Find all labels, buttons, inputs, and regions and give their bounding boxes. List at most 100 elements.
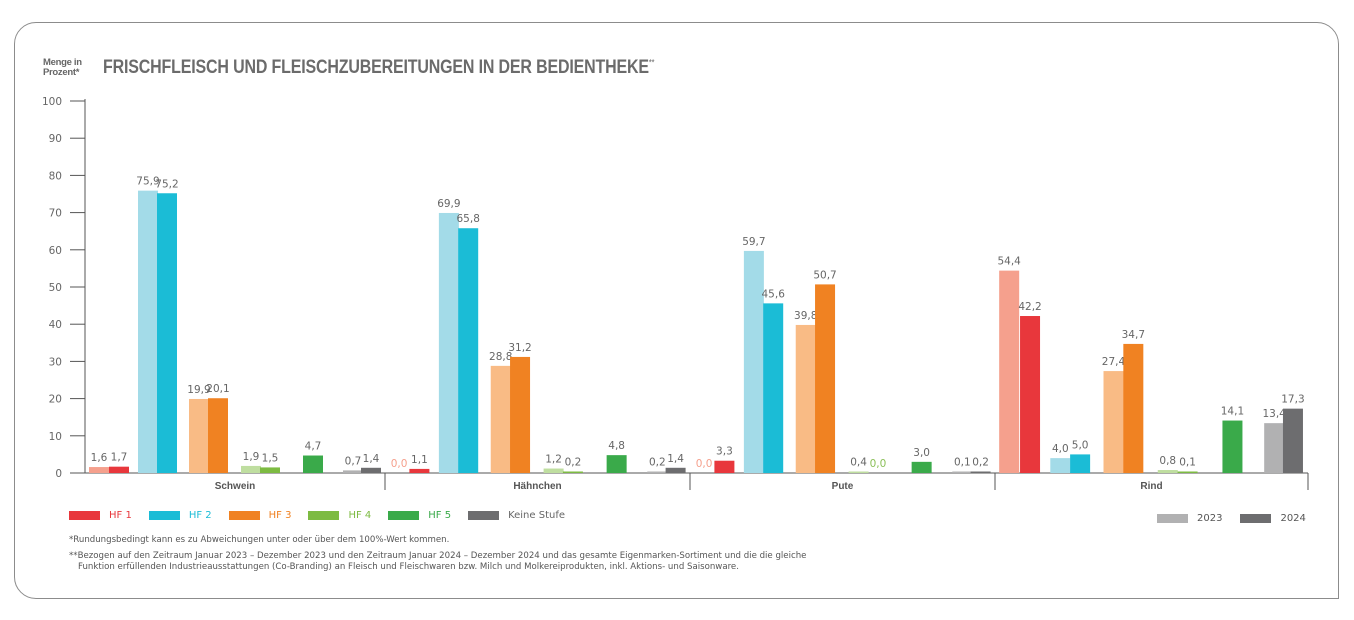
legend-swatch [148,511,180,520]
year-legend-item: 2024 [1240,513,1306,524]
data-label: 0,0 [391,458,408,470]
y-tick-label: 90 [49,133,62,145]
data-label: 27,4 [1102,356,1126,368]
bar-hf-2-2024 [1070,454,1091,473]
x-category-label: Schwein [215,481,256,492]
y-tick-label: 60 [49,245,62,257]
bar-hf-2-2023 [743,250,764,473]
bar-keine-stufe-2024 [970,471,991,473]
legend-swatch [468,511,500,520]
data-label: 65,8 [457,213,480,225]
bar-hf-1-2023 [89,467,109,473]
data-label: 50,7 [813,269,836,281]
legend-item: HF 1 [69,510,132,521]
data-label: 75,2 [155,178,178,190]
legend-label: HF 2 [188,510,212,521]
year-legend-label: 2023 [1197,513,1223,524]
bar-hf-4-2024 [260,467,280,473]
legend-swatch [388,511,420,520]
data-label: 1,6 [91,452,108,464]
y-tick-label: 80 [49,170,62,182]
year-legend-item: 2023 [1157,513,1222,524]
bar-hf-2-2023 [1050,458,1071,473]
legend-item: HF 3 [228,510,292,521]
year-legend-label: 2024 [1280,513,1306,524]
data-label: 3,0 [913,447,930,459]
legend-swatch [69,511,100,520]
y-tick-label: 100 [42,96,62,108]
bar-keine-stufe-2024 [665,467,686,473]
y-tick-label: 10 [49,431,62,443]
y-tick-label: 50 [49,282,62,294]
bar-hf-3-2024 [208,398,228,473]
y-axis-unit-line2: Prozent* [43,67,80,78]
bar-hf-4-2024 [562,471,583,473]
bar-hf-3-2024 [510,356,531,473]
data-label: 59,7 [742,236,765,248]
bar-keine-stufe-2023 [952,471,973,473]
bar-hf-4-2023 [848,471,869,473]
legend-swatch [228,511,260,520]
y-tick-label: 40 [49,319,62,331]
bar-hf-2-2024 [157,193,177,474]
y-axis-unit-line1: Menge in [43,57,82,68]
bar-hf-2-2024 [458,228,479,473]
bar-hf-4-2023 [1157,470,1178,473]
series-legend: HF 1 HF 2 HF 3 HF 4 HF 5 Keine Stufe [69,510,582,521]
bar-hf-1-2024 [1020,316,1041,473]
legend-item: HF 4 [308,510,371,521]
y-tick-label: 20 [49,394,62,406]
bar-keine-stufe-2023 [1264,423,1285,473]
legend-label: HF 3 [268,510,292,521]
chart-title: FRISCHFLEISCH UND FLEISCHZUBEREITUNGEN I… [103,56,654,79]
bar-hf-3-2023 [189,398,209,473]
y-tick-label: 70 [49,208,62,220]
data-label: 0,2 [565,457,582,469]
data-label: 0,2 [649,457,666,469]
data-label: 69,9 [437,198,460,210]
data-label: 42,2 [1018,301,1041,313]
data-label: 4,8 [608,440,625,452]
data-label: 0,1 [1179,457,1196,469]
bar-hf-3-2024 [815,284,836,473]
bar-hf-1-2023 [999,270,1020,473]
data-label: 0,0 [696,458,713,470]
data-label: 1,2 [545,454,562,466]
bar-keine-stufe-2023 [343,470,363,473]
y-axis-unit-label: Menge in Prozent* [43,58,82,78]
bar-hf-2-2023 [438,212,459,474]
data-label: 4,0 [1052,443,1069,455]
data-label: 1,5 [262,452,279,464]
bar-keine-stufe-2024 [361,467,381,473]
bar-hf-3-2023 [1103,371,1124,473]
bar-hf-3-2023 [490,365,511,473]
year-legend: 2023 2024 [1157,513,1324,524]
chart-title-text: FRISCHFLEISCH UND FLEISCHZUBEREITUNGEN I… [103,56,649,78]
bar-hf-4-2023 [241,465,261,473]
bar-hf-3-2024 [1123,343,1144,473]
y-tick-label: 0 [55,468,62,480]
data-label: 45,6 [762,288,786,300]
bar-hf-2-2023 [138,190,158,474]
legend-swatch [308,511,340,520]
data-label: 13,4 [1262,408,1286,420]
bar-hf-5-2024 [1222,420,1243,473]
chart-title-footnote-mark: ** [648,57,655,68]
year-legend-swatch [1157,514,1188,523]
x-category-label: Rind [1140,481,1162,492]
x-category-label: Pute [832,481,854,492]
data-label: 4,7 [305,441,322,453]
legend-item: HF 2 [148,510,212,521]
data-label: 5,0 [1072,439,1089,451]
data-label: 54,4 [997,256,1021,268]
footnote-period-line1: **Bezogen auf den Zeitraum Januar 2023 –… [69,551,807,561]
data-label: 34,7 [1122,329,1145,341]
data-label: 0,4 [850,457,867,469]
legend-item: Keine Stufe [468,510,565,521]
data-label: 19,9 [187,384,210,396]
y-tick-label: 30 [49,356,62,368]
data-label: 0,8 [1159,455,1176,467]
data-label: 1,9 [243,451,260,463]
data-label: 1,7 [111,452,128,464]
